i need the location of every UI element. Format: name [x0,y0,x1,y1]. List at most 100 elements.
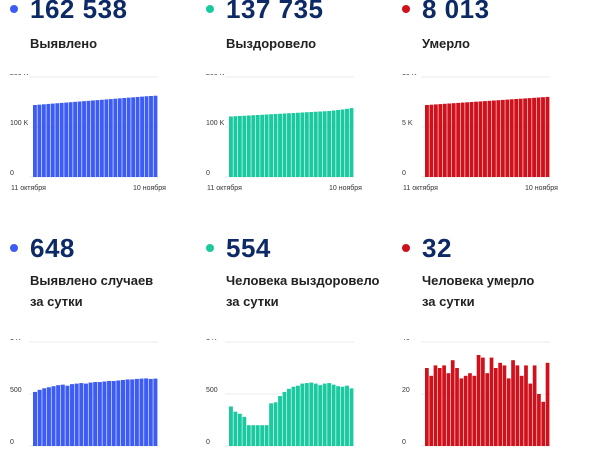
bar [485,373,490,446]
bar [487,100,492,177]
bar [229,406,233,446]
stat-label: за сутки [422,294,475,309]
bar [68,102,73,177]
bar [251,425,256,446]
bar [438,104,443,177]
bar [37,104,42,177]
bar [331,384,336,446]
bar [88,382,93,446]
bar [242,115,247,177]
x-tick-label: 11 октября [11,184,46,192]
bar [64,102,69,177]
bar [131,97,136,177]
stat-label: Человека выздоровело [226,273,380,288]
bar [60,384,65,446]
bar [541,401,546,446]
stat-value: 137 735 [226,0,324,24]
bar [82,101,86,177]
bar [130,379,135,446]
y-tick-label: 20 [402,387,410,394]
stat-header: 648 [10,233,75,263]
bar [327,383,332,446]
bar [149,96,153,177]
bar [340,109,345,177]
bar [450,360,455,446]
bar [51,386,56,446]
bar [483,101,487,177]
y-tick-label: 100 K [206,120,225,127]
bar [336,110,341,177]
bar [304,112,309,177]
bar [246,425,251,446]
y-tick-label: 0 [10,439,14,446]
bar [502,365,507,446]
bar [33,105,37,177]
y-tick-label: 500 [206,387,218,394]
bar [246,115,251,177]
bar [446,373,451,446]
y-tick-label: 1 K [10,339,21,342]
bar [70,384,75,446]
bar [111,381,116,446]
bar-chart: 0 5 K 10 K 11 октября 10 ноября [402,74,558,192]
stat-value: 32 [422,233,452,263]
legend-dot-icon [10,5,18,13]
bar [107,381,112,446]
bar [451,103,456,177]
bar [524,365,528,446]
bar [237,116,242,177]
bar [291,386,296,446]
x-tick-label: 10 ноября [525,184,558,192]
stat-header: 8 013 [402,0,490,24]
bar [545,96,550,177]
bar [42,388,47,446]
recovered-panel: 137 735 Выздоровело 0 100 K 200 K 11 октября 1… [196,0,392,216]
bar [349,108,354,177]
bar [536,97,541,177]
bar [491,100,496,177]
bar [345,385,349,446]
stat-header: 32 [402,233,452,263]
bar [459,378,464,446]
x-tick-label: 11 октября [403,184,438,192]
bar [496,100,501,177]
bar [295,112,300,177]
bar-chart: 0 500 1 K [10,339,158,447]
stat-label: Выявлено [30,36,98,51]
bar [472,375,477,446]
bar [331,110,336,177]
stat-header: 137 735 [206,0,323,24]
bar [527,98,532,177]
stat-label: за сутки [30,294,83,309]
bar [59,102,64,177]
bar [528,383,533,446]
bar [318,385,323,446]
bar [46,103,51,177]
stat-label: за сутки [226,294,279,309]
bar [300,112,305,177]
bar [514,99,519,177]
y-tick-label: 0 [402,170,406,177]
bar [532,365,537,446]
bar [518,98,523,177]
stat-value: 648 [30,233,75,263]
stat-header: 554 [206,233,271,263]
legend-dot-icon [402,244,410,252]
y-tick-label: 500 [10,387,22,394]
bar [282,113,287,177]
bar [233,116,238,177]
x-tick-label: 10 ноября [329,184,362,192]
bar-chart: 0 100 K 200 K 11 октября 10 ноября [10,74,166,192]
bar [229,116,233,177]
bar [541,97,545,177]
bar [102,381,107,446]
bar [73,101,78,177]
bar [122,98,127,177]
bar [489,357,494,446]
bar [86,100,91,177]
bar [117,98,122,177]
bar [309,382,314,446]
stat-value: 162 538 [30,0,128,24]
bar [278,113,282,177]
bar [442,365,446,446]
